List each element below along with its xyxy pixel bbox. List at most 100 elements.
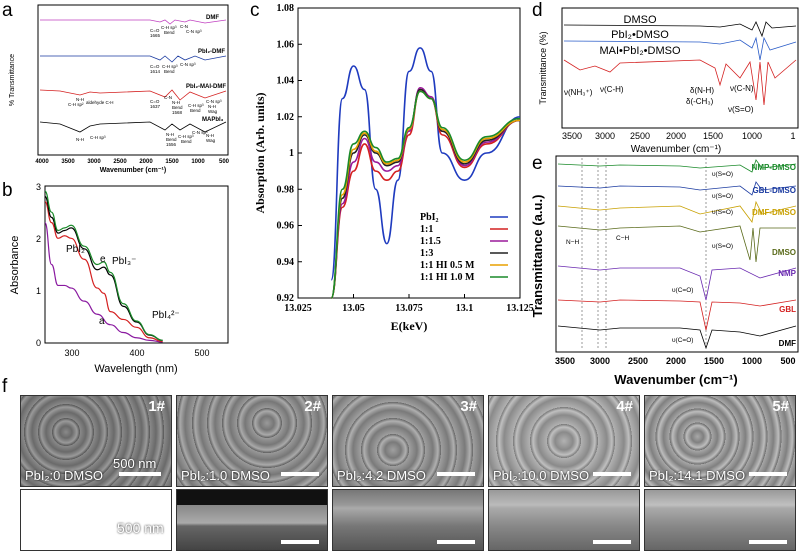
panel-a-xtick: 3000 [87, 159, 101, 165]
panel-d-trace-label: PbI₂•DMSO [611, 29, 669, 41]
panel-c-xtick: 13.075 [395, 303, 423, 314]
panel-a-xtick: 4000 [35, 159, 49, 165]
panel-d-annotation: ν(C-H) [600, 85, 624, 94]
panel-c-xtick: 13.05 [342, 303, 365, 314]
panel-e-annotation: υ(C=O) [672, 287, 693, 294]
sem-cross-section-image [488, 489, 640, 551]
sem-sample-label: PbI₂:14.1 DMSO [649, 468, 746, 483]
panel-c-legend-label: 1:1 [420, 224, 433, 235]
panel-a-annotation: C-H sp³ [90, 135, 106, 140]
panel-a-xtick: 1500 [165, 159, 179, 165]
sem-scale-bar [437, 540, 475, 544]
panel-b-ytick: 2 [36, 234, 41, 244]
panel-a-annotation: Bend [164, 69, 175, 74]
sem-scale-bar [119, 540, 163, 544]
panel-d-xtick: 2500 [630, 131, 650, 141]
panel-e-xtick: 1000 [742, 356, 762, 366]
panel-d-annotation: δ(-CH₃) [686, 97, 714, 106]
panel-a-annotation: N-H [76, 97, 84, 102]
panel-c-ytick: 1 [289, 148, 294, 159]
panel-c-legend-label: 1:1.5 [420, 236, 441, 247]
panel-e-trace-dmf-dmso [557, 200, 797, 223]
panel-c-ticks: 13.025 13.05 13.075 13.1 13.125 0.92 0.94 0.96 0… [277, 3, 534, 314]
panel-c-legend-label: PbI₂ [420, 212, 439, 223]
panel-b-annotation: a [99, 316, 105, 327]
panel-d-trace-label: MAI•PbI₂•DMSO [599, 45, 680, 57]
panel-a-annotation: 1568 [172, 110, 183, 115]
panel-a-annotation: 1614 [150, 69, 161, 74]
panel-e-annotation: C−H [616, 235, 629, 242]
sem-scale-bar [281, 472, 319, 476]
panel-e-annotation: N−H [566, 239, 579, 246]
sem-sample-number: 3# [460, 398, 477, 415]
panel-a-annotation: C-N [164, 95, 172, 100]
sem-scale-bar [749, 540, 787, 544]
panel-a-annotation: 1556 [166, 142, 177, 147]
panel-label-e: e [532, 153, 543, 174]
sem-scale-bar [593, 540, 631, 544]
panel-d-xtick: 3500 [562, 131, 582, 141]
sem-sample-label: PbI₂:4.2 DMSO [337, 468, 426, 483]
panel-c-legend-label: 1:3 [420, 248, 433, 259]
sem-scale-bar [119, 472, 161, 476]
panel-c-xtick: 13.125 [506, 303, 534, 314]
panel-e-xtick: 2000 [666, 356, 686, 366]
panel-a-xtick: 2000 [139, 159, 153, 165]
panel-c-xtick: 13.025 [284, 303, 312, 314]
panel-e-trace-nmp [557, 265, 797, 301]
panel-c-ytick: 1.02 [277, 112, 295, 123]
panel-a-annotation: N-H [166, 132, 174, 137]
sem-cross-section-image [644, 489, 796, 551]
panel-c-ytick: 1.06 [277, 39, 295, 50]
sem-cross-section-image [332, 489, 484, 551]
panel-d-trace-pbi2-dmso [563, 36, 797, 61]
panel-e-plot: Transmittance (a.u.) Wavenumber (cm⁻¹) 3… [530, 155, 799, 387]
sem-top-image: 4# PbI₂:10.0 DMSO [488, 395, 640, 487]
panel-c-ytick: 0.98 [277, 184, 295, 195]
sem-scale-label: 500 nm [117, 520, 164, 536]
panel-e-annotation: υ(S=O) [712, 193, 733, 200]
panel-a-annotation: C-H sp³ [161, 25, 177, 30]
panel-b-xtick: 500 [194, 348, 209, 358]
panel-c-ytick: 1.08 [277, 3, 295, 14]
panel-c-ytick: 0.92 [277, 293, 295, 304]
panel-c-series-line [330, 90, 521, 299]
panel-d-xlabel: Wavenumber (cm⁻¹) [631, 144, 721, 155]
panel-a-trace-label: MAPbI₃ [202, 117, 224, 123]
panel-b-series-line [44, 222, 163, 343]
panel-c-xlabel: E(keV) [391, 319, 428, 333]
panel-label-c: c [250, 0, 260, 21]
panel-e-trace-label: NMP-DMSO [752, 163, 796, 172]
panel-a-trace-mapbi3 [39, 121, 227, 133]
panel-b-xtick: 400 [129, 348, 144, 358]
sem-sample-label: PbI₂:1.0 DMSO [181, 468, 270, 483]
panel-d-xtick: 1000 [742, 131, 762, 141]
panel-c-legend-label: 1:1 HI 1.0 M [420, 272, 475, 283]
panel-b-ylabel: Absorbance [9, 236, 21, 295]
panel-a-annotation: Bend [164, 30, 175, 35]
panel-a-annotation: N-H [172, 100, 180, 105]
panel-d-xtick: 3000 [595, 131, 615, 141]
panel-a-trace-label: PbI₂-DMF [198, 49, 225, 55]
sem-scale-label: 500 nm [113, 456, 157, 471]
sem-cross-section-image: 500 nm [20, 489, 172, 551]
panel-c-ytick: 0.96 [277, 221, 295, 232]
panel-a-annotation: aldehyde C-H [86, 100, 114, 105]
sem-sample-number: 1# [148, 398, 165, 415]
panel-label-b: b [2, 180, 13, 201]
panel-d-trace-dmso [563, 21, 797, 38]
panel-c-series-line [330, 47, 521, 281]
sem-top-image: 5# PbI₂:14.1 DMSO [644, 395, 796, 487]
panel-a-annotation: C=O [150, 28, 160, 33]
panel-e-trace-dmso [557, 225, 796, 263]
panel-e-trace-label: DMF [779, 339, 796, 348]
panel-a-annotation: N-H [206, 133, 214, 138]
sem-top-image: 2# PbI₂:1.0 DMSO [176, 395, 328, 487]
panel-e-ylabel: Transmittance (a.u.) [530, 195, 545, 318]
panel-e-trace-label: DMF-DMSO [752, 208, 796, 217]
panel-d-annotation: ν(S=O) [728, 105, 754, 114]
sem-top-image: 1# 500 nm PbI₂:0 DMSO [20, 395, 172, 487]
panel-d-plot: Transmittance (%) Wavenumber (cm⁻¹) 3500… [538, 7, 799, 155]
panel-label-f: f [2, 376, 8, 397]
